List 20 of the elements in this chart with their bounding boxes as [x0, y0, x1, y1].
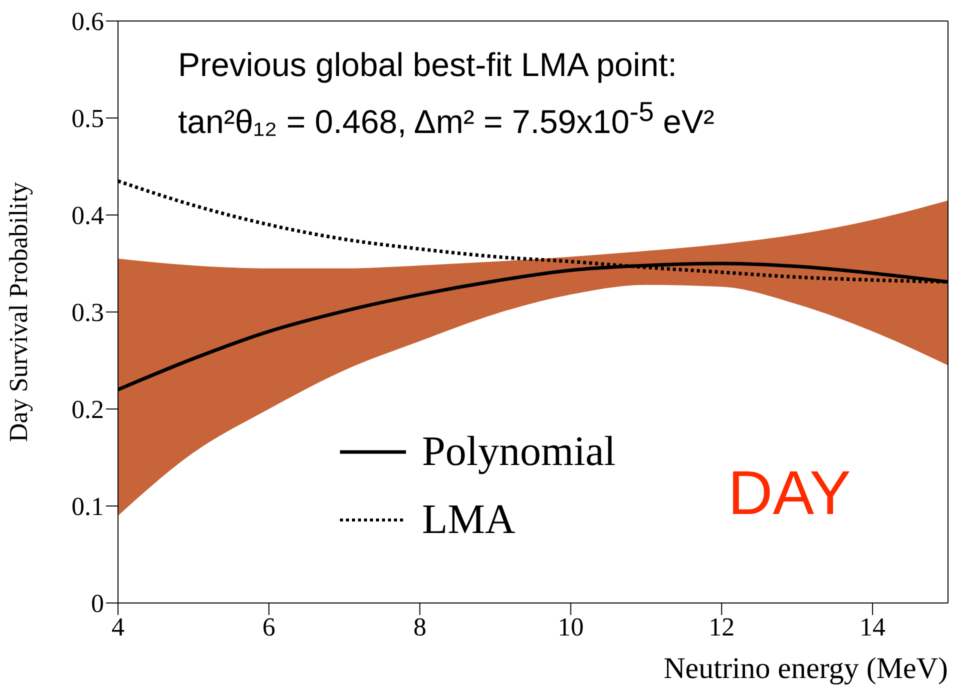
y-tick-label: 0.3: [72, 298, 104, 328]
x-axis-title: Neutrino energy (MeV): [664, 652, 948, 685]
x-tick-label: 10: [558, 612, 584, 642]
x-tick-label: 4: [112, 612, 124, 642]
annotation: tan²θ₁₂ = 0.468, Δm² = 7.59x10$^{-5}$ eV²: [178, 96, 714, 141]
y-tick-label: 0.5: [72, 104, 104, 134]
y-tick-label: 0.1: [72, 492, 104, 522]
y-tick-label: 0: [91, 589, 104, 618]
x-tick-label: 6: [262, 612, 276, 642]
annotation: Previous global best-fit LMA point:: [178, 46, 677, 84]
y-tick-label: 0.4: [72, 201, 104, 230]
legend-label: LMA: [422, 496, 516, 544]
y-axis-title: Day Survival Probability: [4, 182, 34, 442]
legend-label: Polynomial: [422, 428, 616, 476]
annotation: DAY: [728, 458, 851, 529]
x-tick-label: 8: [413, 612, 426, 642]
x-tick-label: 12: [708, 612, 735, 642]
x-tick-label: 14: [860, 612, 886, 642]
y-tick-label: 0.2: [72, 395, 104, 424]
y-tick-label: 0.6: [72, 7, 104, 36]
